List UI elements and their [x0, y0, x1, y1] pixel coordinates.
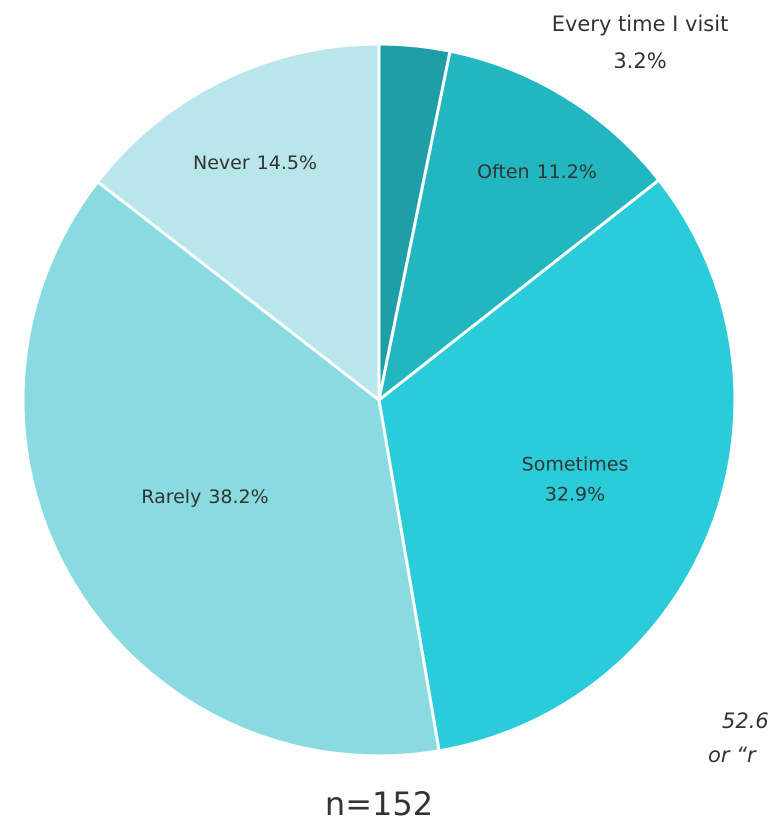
value-label: 3.2%	[613, 49, 666, 73]
slice-label: Often 11.2%	[477, 161, 597, 183]
slice	[95, 42, 381, 404]
slice	[376, 49, 662, 404]
slice-label: Sometimes	[522, 454, 629, 476]
slice-label: Rarely 38.2%	[141, 486, 268, 508]
slice-label: Never 14.5%	[193, 152, 317, 174]
category-label: Rarely	[141, 486, 201, 508]
category-label: Often	[477, 161, 530, 183]
pie	[21, 42, 737, 758]
value-label: 32.9%	[545, 484, 605, 506]
value-label: 14.5%	[257, 152, 317, 174]
value-label: 38.2%	[208, 486, 268, 508]
sample-size: n=152	[325, 785, 433, 823]
slice	[21, 179, 441, 758]
slice-label: Every time I visit	[552, 12, 729, 36]
annotation: 52.6	[722, 709, 769, 733]
category-label: Never	[193, 152, 250, 174]
slice	[377, 177, 737, 753]
annotation: or “r	[708, 743, 757, 767]
value-label: 11.2%	[537, 161, 597, 183]
